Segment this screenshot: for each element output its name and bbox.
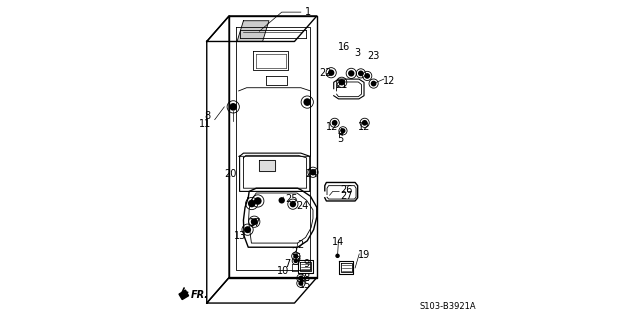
Text: 21: 21 (335, 79, 348, 90)
Text: 7: 7 (284, 259, 291, 269)
Circle shape (358, 70, 364, 76)
Text: 26: 26 (340, 185, 353, 195)
Text: 2: 2 (297, 240, 303, 250)
Circle shape (362, 120, 367, 126)
Text: 15: 15 (299, 279, 311, 290)
Text: 19: 19 (358, 250, 370, 260)
Text: 5: 5 (338, 134, 344, 144)
Circle shape (298, 281, 303, 286)
Text: 9: 9 (303, 259, 310, 269)
Circle shape (328, 70, 334, 76)
Text: 2: 2 (291, 247, 297, 257)
Text: 1: 1 (305, 7, 311, 17)
Circle shape (290, 201, 296, 207)
Circle shape (251, 218, 258, 225)
Circle shape (248, 200, 255, 207)
Text: 22: 22 (319, 68, 332, 78)
Circle shape (244, 226, 251, 233)
Text: FR.: FR. (191, 290, 209, 300)
Text: 17: 17 (250, 218, 262, 228)
Circle shape (348, 70, 355, 77)
Text: 13: 13 (234, 231, 246, 241)
Polygon shape (179, 290, 189, 300)
Text: 12: 12 (326, 122, 339, 132)
Circle shape (335, 254, 340, 258)
Text: 24: 24 (306, 169, 318, 179)
Circle shape (298, 276, 303, 281)
Circle shape (339, 79, 345, 85)
Circle shape (229, 103, 237, 111)
Circle shape (294, 259, 298, 263)
Text: 3: 3 (355, 48, 361, 58)
Text: 12: 12 (358, 122, 370, 132)
Text: S103-B3921A: S103-B3921A (420, 302, 476, 311)
Polygon shape (259, 160, 275, 171)
Circle shape (340, 128, 346, 133)
Text: 8: 8 (205, 111, 211, 122)
Text: 4: 4 (338, 128, 344, 138)
Text: 25: 25 (285, 194, 298, 204)
Circle shape (254, 197, 262, 205)
Text: 11: 11 (198, 119, 211, 130)
Circle shape (293, 254, 298, 259)
Text: 18: 18 (299, 273, 311, 283)
Text: 10: 10 (278, 265, 290, 276)
Text: 14: 14 (332, 237, 344, 247)
Circle shape (371, 81, 376, 86)
Circle shape (332, 120, 337, 126)
Polygon shape (237, 21, 269, 41)
Text: 23: 23 (367, 51, 380, 61)
Circle shape (303, 98, 311, 106)
Text: 12: 12 (383, 76, 396, 86)
Circle shape (278, 197, 285, 204)
Circle shape (364, 73, 370, 79)
Text: 6: 6 (294, 253, 300, 263)
Text: 20: 20 (224, 169, 236, 179)
Circle shape (310, 169, 316, 175)
Text: 24: 24 (296, 201, 308, 211)
Text: 16: 16 (338, 42, 350, 52)
Text: 27: 27 (340, 191, 353, 201)
